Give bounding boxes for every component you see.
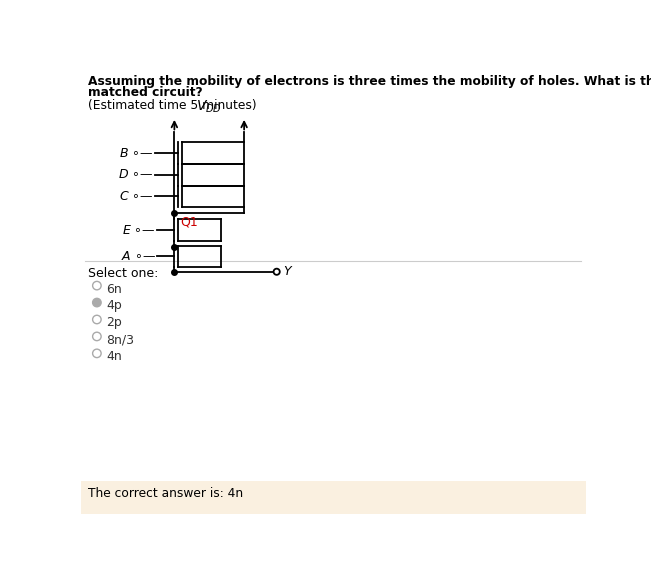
Text: Q1: Q1 [180, 216, 197, 228]
Text: E $\circ$—: E $\circ$— [122, 224, 156, 237]
Text: The correct answer is: 4n: The correct answer is: 4n [88, 488, 243, 500]
Circle shape [92, 332, 101, 340]
Text: B $\circ$—: B $\circ$— [119, 147, 154, 160]
Text: C $\circ$—: C $\circ$— [119, 190, 154, 203]
Text: $V_{DD}$: $V_{DD}$ [196, 99, 222, 115]
Text: A $\circ$—: A $\circ$— [121, 250, 156, 263]
Circle shape [92, 298, 101, 307]
Text: 4n: 4n [106, 350, 122, 364]
Circle shape [273, 269, 280, 275]
Text: Y: Y [283, 265, 290, 278]
Text: 8n/3: 8n/3 [106, 334, 134, 346]
Text: 6n: 6n [106, 283, 122, 295]
Circle shape [92, 282, 101, 290]
Text: 4p: 4p [106, 299, 122, 313]
Text: matched circuit?: matched circuit? [88, 86, 202, 99]
FancyBboxPatch shape [81, 481, 586, 514]
Circle shape [92, 315, 101, 324]
Circle shape [92, 349, 101, 358]
Text: D $\circ$—: D $\circ$— [118, 168, 154, 181]
Text: (Estimated time 5 minutes): (Estimated time 5 minutes) [88, 99, 256, 111]
Text: Select one:: Select one: [88, 267, 158, 280]
Text: 2p: 2p [106, 316, 122, 329]
Text: Assuming the mobility of electrons is three times the mobility of holes. What is: Assuming the mobility of electrons is th… [88, 74, 651, 88]
